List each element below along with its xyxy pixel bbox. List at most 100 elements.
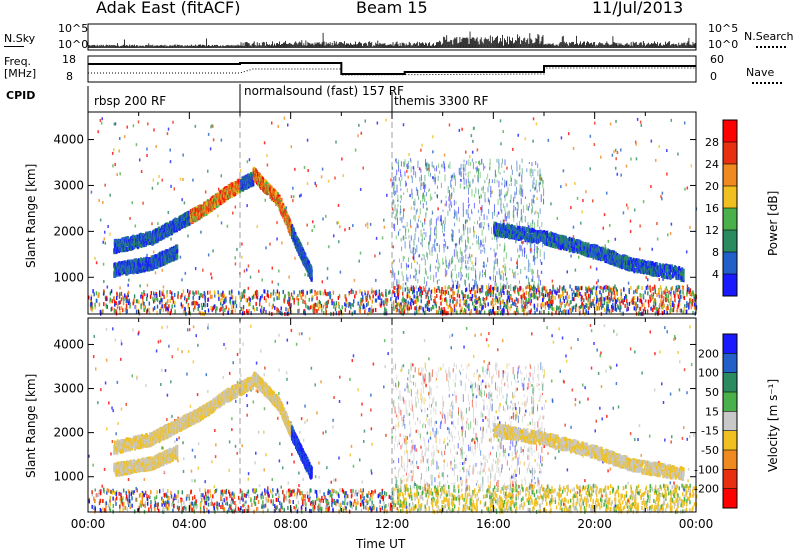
speck-cell — [480, 290, 483, 294]
noise-cell — [595, 299, 598, 304]
speck-cell — [646, 287, 649, 291]
noise-cell — [415, 306, 417, 311]
sparse-cell — [535, 184, 537, 190]
sparse-cell — [406, 188, 408, 193]
noise-cell — [426, 300, 429, 305]
sparse-cell — [480, 193, 482, 199]
noise-cell — [398, 289, 400, 294]
sparse-cell — [416, 189, 418, 196]
noise-cell — [375, 289, 377, 294]
noise-cell — [162, 289, 164, 294]
echo-cell — [197, 209, 200, 214]
noise-cell — [346, 299, 348, 304]
noise-cell — [413, 287, 415, 292]
sparse-cell — [438, 279, 440, 282]
noise-cell — [275, 291, 277, 296]
noise-cell — [324, 302, 326, 307]
sparse-cell — [402, 283, 404, 286]
noise-cell — [579, 305, 582, 310]
noise-cell — [487, 289, 489, 294]
speck-cell — [666, 149, 668, 153]
noise-cell — [160, 298, 162, 303]
noise-cell — [374, 290, 376, 295]
noise-cell — [392, 289, 394, 294]
noise-cell — [434, 289, 436, 294]
noise-cell — [199, 294, 201, 299]
speck-cell — [385, 118, 387, 122]
speck-cell — [131, 201, 133, 205]
noise-cell — [324, 291, 327, 296]
speck-cell — [294, 167, 296, 171]
noise-cell — [595, 288, 598, 293]
noise-cell — [469, 289, 472, 294]
noise-cell — [453, 291, 455, 296]
sparse-cell — [539, 226, 541, 230]
speck-cell — [245, 268, 248, 272]
speck-cell — [123, 135, 126, 139]
speck-cell — [271, 280, 274, 284]
noise-cell — [551, 299, 554, 304]
noise-cell — [198, 296, 201, 301]
noise-cell — [386, 298, 388, 303]
sparse-cell — [398, 286, 400, 290]
sparse-cell — [436, 194, 438, 197]
sparse-cell — [402, 275, 404, 282]
noise-cell — [203, 290, 206, 295]
speck-cell — [506, 289, 509, 293]
sparse-cell — [448, 196, 450, 202]
noise-cell — [455, 302, 458, 307]
noise-cell — [600, 305, 603, 310]
noise-cell — [433, 299, 435, 304]
noise-cell — [377, 295, 379, 300]
speck-cell — [410, 225, 412, 229]
sparse-cell — [498, 166, 500, 174]
noise-cell — [548, 292, 550, 297]
noise-cell — [287, 310, 290, 315]
noise-cell — [673, 290, 675, 295]
speck-cell — [464, 220, 467, 224]
noise-cell — [396, 289, 398, 294]
sparse-cell — [428, 188, 430, 192]
speck-cell — [342, 174, 344, 178]
noise-cell — [535, 295, 537, 300]
noise-cell — [395, 304, 397, 309]
speck-cell — [443, 153, 446, 157]
sparse-cell — [440, 183, 442, 188]
speck-cell — [608, 223, 611, 227]
sparse-cell — [453, 249, 455, 257]
noise-cell — [461, 290, 463, 295]
noise-cell — [313, 306, 316, 311]
speck-cell — [525, 275, 528, 279]
noise-cell — [543, 286, 545, 291]
speck-cell — [658, 145, 660, 149]
sparse-cell — [473, 226, 475, 233]
speck-cell — [358, 259, 360, 263]
speck-cell — [306, 223, 308, 227]
sparse-cell — [399, 217, 401, 221]
sparse-cell — [417, 223, 419, 228]
sparse-cell — [533, 249, 535, 253]
noise-cell — [658, 305, 661, 310]
noise-cell — [472, 301, 474, 306]
speck-cell — [126, 125, 128, 129]
noise-cell — [404, 306, 406, 311]
sparse-cell — [532, 169, 534, 177]
noise-cell — [513, 286, 516, 291]
sparse-cell — [423, 254, 425, 260]
noise-cell — [463, 310, 465, 315]
sparse-cell — [436, 194, 438, 199]
speck-cell — [129, 216, 131, 220]
speck-cell — [448, 123, 451, 127]
power-heatmap — [88, 116, 698, 316]
noise-cell — [619, 308, 621, 313]
sparse-cell — [429, 172, 431, 177]
sparse-cell — [425, 159, 427, 166]
noise-cell — [513, 302, 515, 307]
echo-cell — [135, 243, 138, 248]
speck-cell — [413, 259, 416, 263]
speck-cell — [246, 204, 248, 208]
sparse-cell — [415, 209, 417, 215]
sparse-cell — [534, 186, 536, 191]
noise-cell — [605, 296, 607, 301]
speck-cell — [396, 210, 398, 214]
